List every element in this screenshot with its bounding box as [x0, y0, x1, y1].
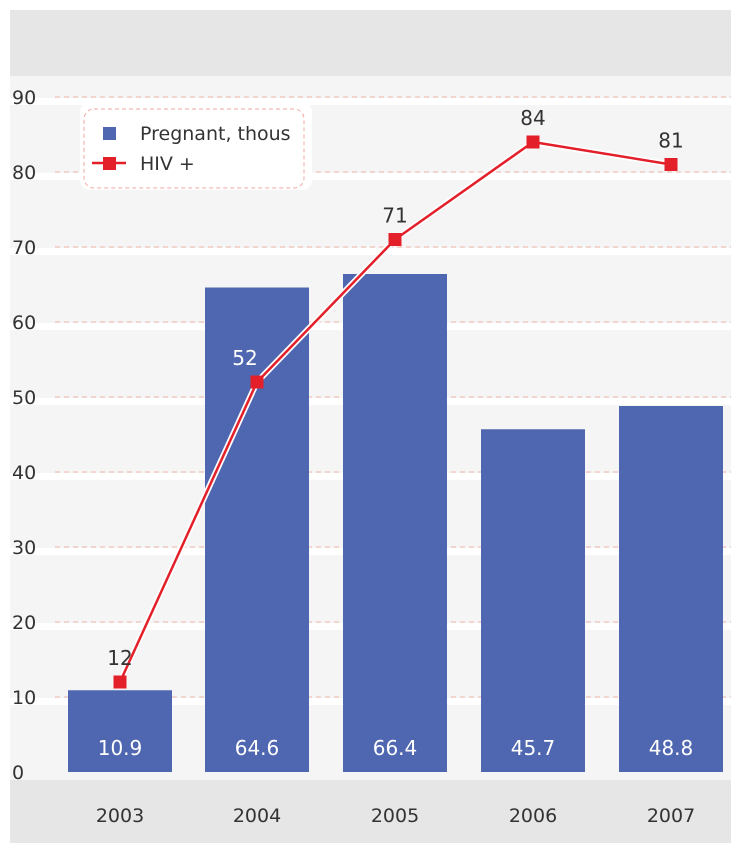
y-axis-tick-labels: 0 10 20 30 40 50 60 70 80 90 [12, 87, 36, 784]
legend: Pregnant, thous HIV + [80, 102, 312, 190]
bar-value-label: 66.4 [373, 736, 418, 760]
hiv-value-label: 81 [658, 129, 683, 153]
y-tick-label: 90 [12, 87, 36, 109]
hiv-point [526, 135, 540, 149]
top-band [10, 10, 731, 76]
x-tick-label: 2007 [647, 805, 695, 827]
bar-value-label: 45.7 [511, 736, 556, 760]
hiv-value-label: 71 [382, 204, 407, 228]
grid-band [10, 173, 731, 180]
hiv-value-label: 52 [232, 346, 257, 370]
y-tick-label: 60 [12, 312, 36, 334]
bars: 10.9 64.6 66.4 45.7 48.8 [68, 274, 723, 772]
hiv-value-label: 84 [520, 106, 545, 130]
legend-label-line: HIV + [140, 153, 195, 175]
grid-band [10, 248, 731, 255]
y-tick-label: 40 [12, 462, 36, 484]
x-tick-label: 2004 [233, 805, 281, 827]
x-tick-label: 2003 [96, 805, 144, 827]
legend-border [83, 108, 305, 189]
hiv-line: 12 52 71 84 81 [107, 106, 684, 689]
hiv-point [250, 375, 264, 389]
hiv-point [113, 675, 127, 689]
y-tick-label: 70 [12, 237, 36, 259]
x-tick-label: 2005 [371, 805, 419, 827]
y-tick-label: 50 [12, 387, 36, 409]
bottom-band [10, 780, 731, 843]
x-axis-tick-labels: 2003 2004 2005 2006 2007 [96, 805, 695, 827]
grid-band [10, 98, 731, 105]
legend-line-marker [103, 157, 116, 170]
bar [619, 406, 723, 772]
hiv-value-label: 12 [107, 646, 132, 670]
y-tick-label: 10 [12, 687, 36, 709]
y-tick-label: 0 [12, 762, 24, 784]
legend-box [80, 102, 312, 190]
x-tick-label: 2006 [509, 805, 557, 827]
bar [205, 287, 309, 772]
bar [343, 274, 447, 772]
y-tick-label: 80 [12, 162, 36, 184]
hiv-point [388, 233, 402, 246]
bar-value-label: 10.9 [98, 736, 143, 760]
bar [481, 429, 585, 772]
legend-label-bar: Pregnant, thous [140, 123, 291, 145]
bar-value-label: 48.8 [649, 736, 694, 760]
y-tick-label: 20 [12, 612, 36, 634]
bar-value-label: 64.6 [235, 736, 280, 760]
hiv-point [664, 158, 678, 171]
legend-bar-swatch [103, 127, 116, 140]
y-tick-label: 30 [12, 537, 36, 559]
bar [68, 690, 172, 772]
